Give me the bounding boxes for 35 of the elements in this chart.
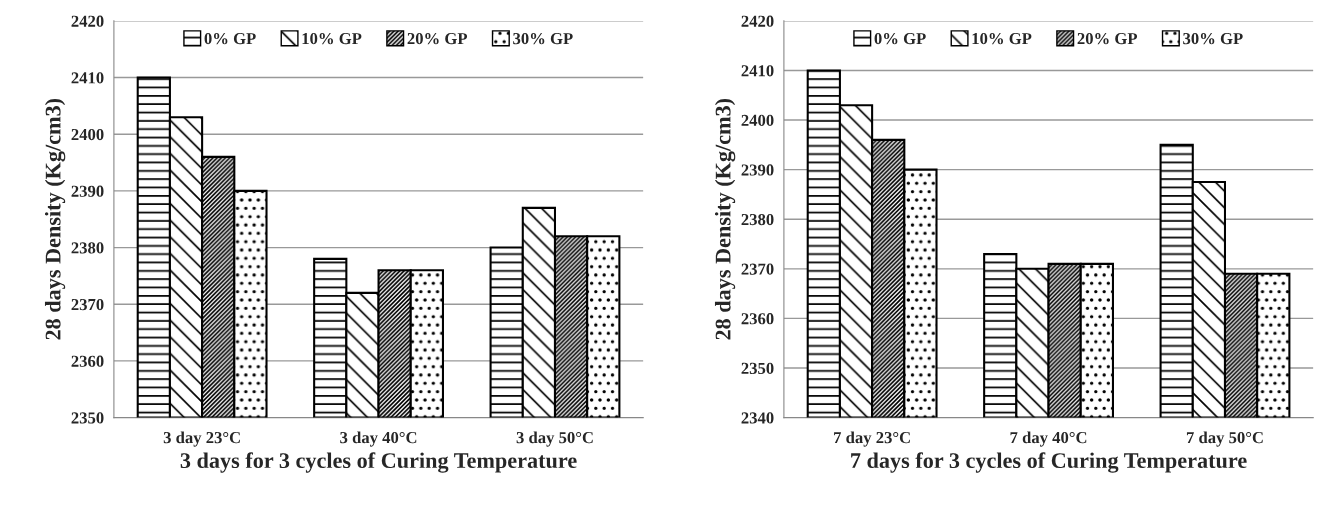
x-axis-title: 3 days for 3 cycles of Curing Temperature [180,452,577,473]
legend-label: 20% GP [1077,32,1138,45]
y-tick-label: 2380 [741,213,774,226]
x-tick-label: 7 day 50°C [1186,431,1263,447]
legend-label: 30% GP [513,32,573,45]
x-tick-label: 7 day 23°C [834,431,910,447]
x-tick-label: 7 day 40°C [1010,431,1087,447]
y-tick-label: 2350 [741,362,774,374]
y-tick-label: 2340 [741,412,774,424]
legend-label: 30% GP [1183,32,1243,45]
y-tick-label: 2420 [741,15,774,27]
legend-label: 10% GP [302,32,362,45]
y-tick-label: 2390 [71,185,104,197]
y-tick-label: 2410 [71,72,104,84]
y-tick-label: 2410 [741,65,774,77]
legend-label: 20% GP [407,32,468,45]
legend-label: 0% GP [874,32,926,45]
y-tick-label: 2400 [741,114,774,127]
y-tick-label: 2350 [71,412,104,424]
legend-label: 0% GP [204,32,256,45]
y-axis-title: 28 days Density (Kg/cm3) [44,98,66,340]
y-tick-label: 2360 [71,355,104,367]
y-tick-label: 2370 [71,298,104,311]
y-tick-label: 2390 [741,164,774,176]
y-tick-label: 2380 [71,242,104,254]
legend-label: 10% GP [972,32,1032,45]
y-tick-label: 2420 [71,15,104,27]
x-tick-label: 3 day 50°C [516,431,593,447]
y-tick-label: 2360 [741,313,774,325]
y-tick-label: 2400 [71,128,104,141]
x-tick-label: 3 day 40°C [340,431,417,447]
x-tick-label: 3 day 23°C [163,431,240,447]
y-tick-label: 2370 [741,263,774,275]
y-axis-title: 28 days Density (Kg/cm3) [714,98,736,340]
x-axis-title: 7 days for 3 cycles of Curing Temperature [851,452,1247,473]
